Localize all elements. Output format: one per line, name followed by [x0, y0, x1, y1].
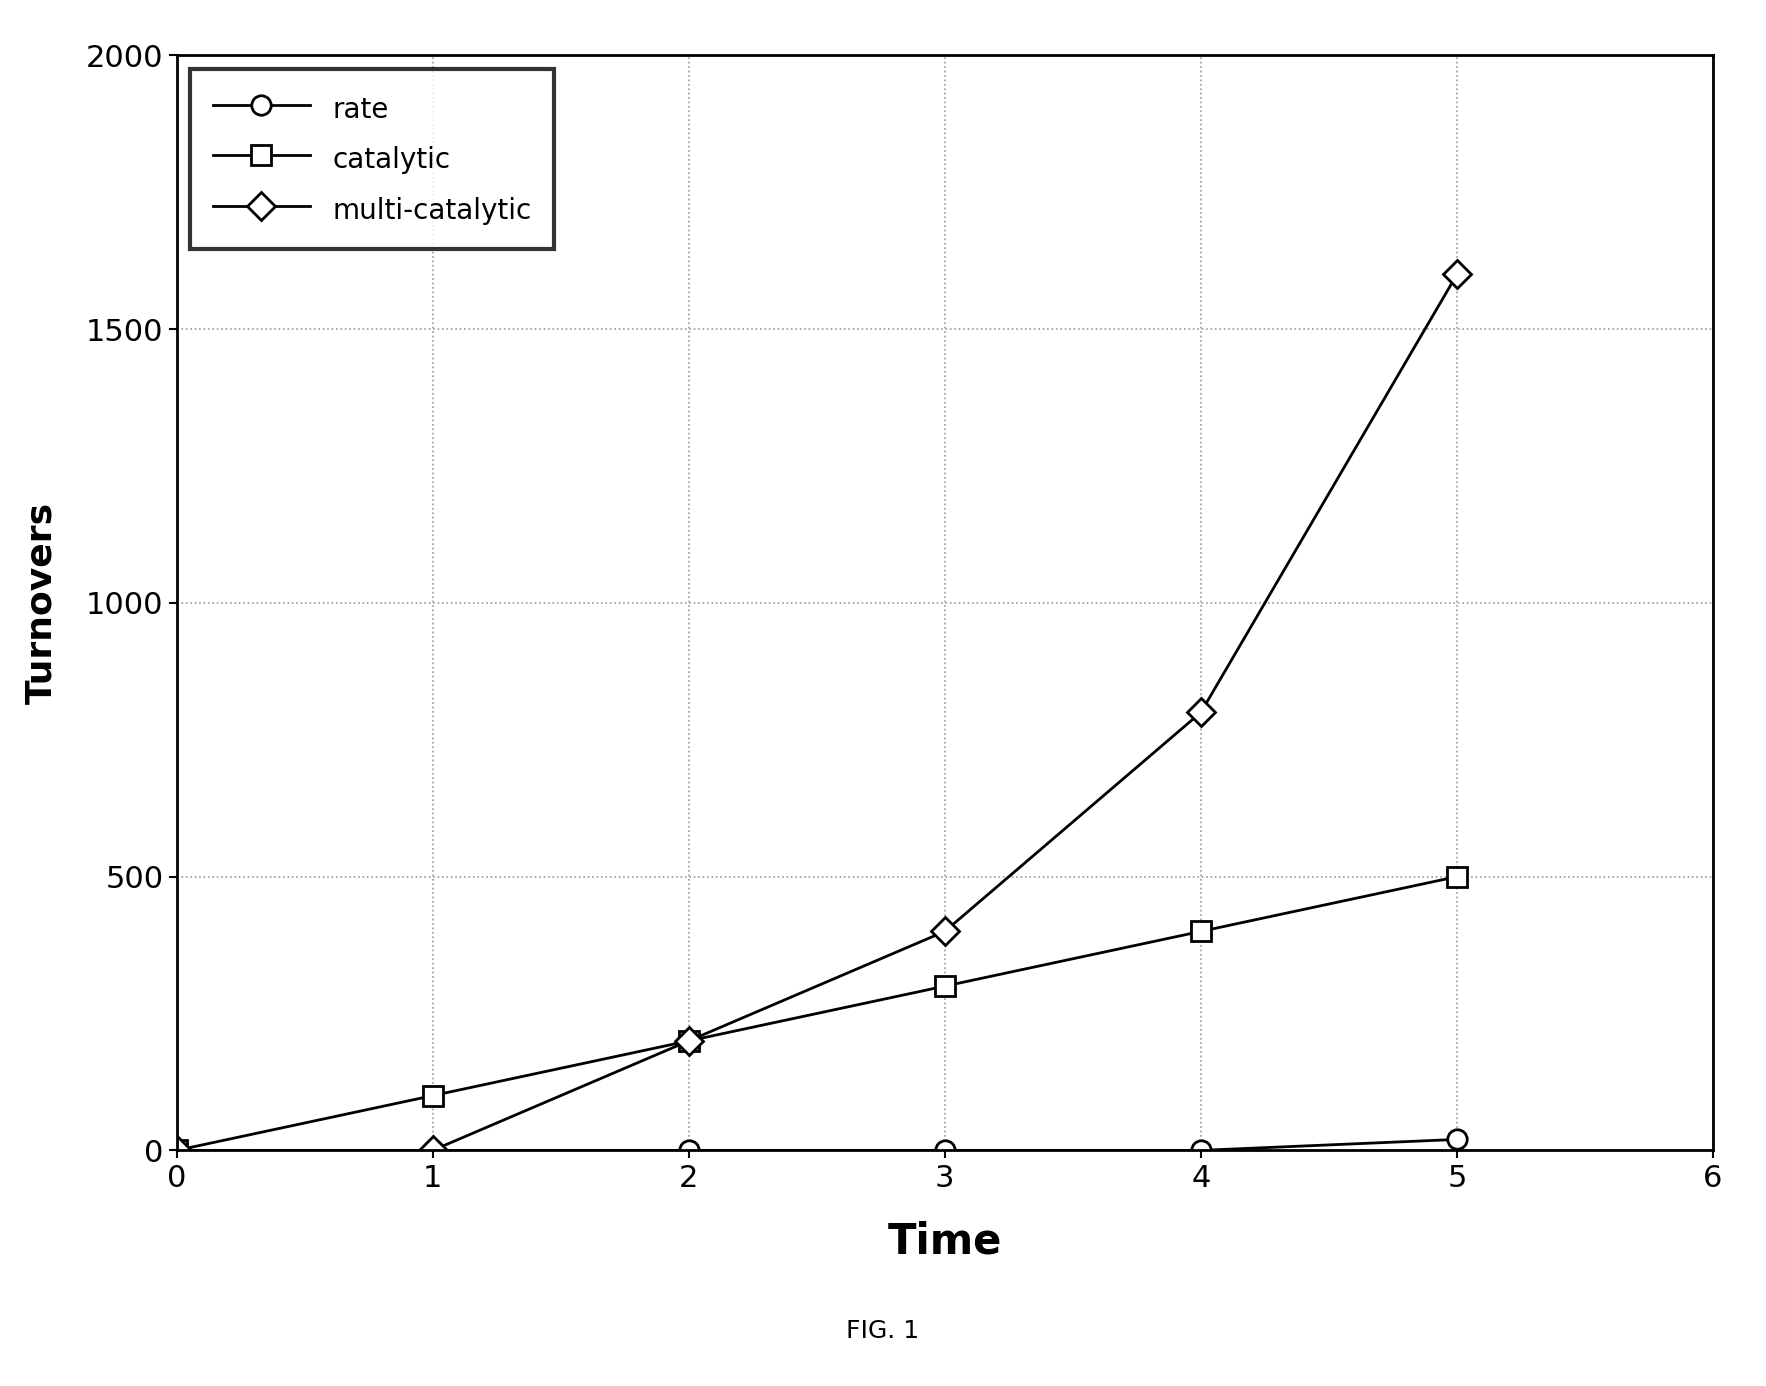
- multi-catalytic: [1446, 266, 1468, 283]
- catalytic: [1190, 923, 1211, 940]
- catalytic: [678, 1033, 699, 1049]
- Legend: rate, catalytic, multi-catalytic: rate, catalytic, multi-catalytic: [191, 69, 553, 248]
- rate: [166, 1142, 187, 1159]
- Line: catalytic: catalytic: [166, 866, 1468, 1160]
- catalytic: [1446, 868, 1468, 886]
- catalytic: [422, 1087, 443, 1103]
- Y-axis label: Turnovers: Turnovers: [25, 502, 58, 704]
- Line: rate: rate: [166, 1130, 1468, 1160]
- rate: [422, 1142, 443, 1159]
- catalytic: [934, 979, 955, 995]
- multi-catalytic: [166, 1142, 187, 1159]
- X-axis label: Time: Time: [888, 1220, 1001, 1263]
- Text: FIG. 1: FIG. 1: [846, 1318, 920, 1343]
- multi-catalytic: [422, 1142, 443, 1159]
- rate: [1446, 1131, 1468, 1148]
- multi-catalytic: [934, 923, 955, 940]
- rate: [934, 1142, 955, 1159]
- multi-catalytic: [678, 1033, 699, 1049]
- rate: [1190, 1142, 1211, 1159]
- catalytic: [166, 1142, 187, 1159]
- rate: [678, 1142, 699, 1159]
- multi-catalytic: [1190, 704, 1211, 721]
- Line: multi-catalytic: multi-catalytic: [166, 265, 1468, 1160]
